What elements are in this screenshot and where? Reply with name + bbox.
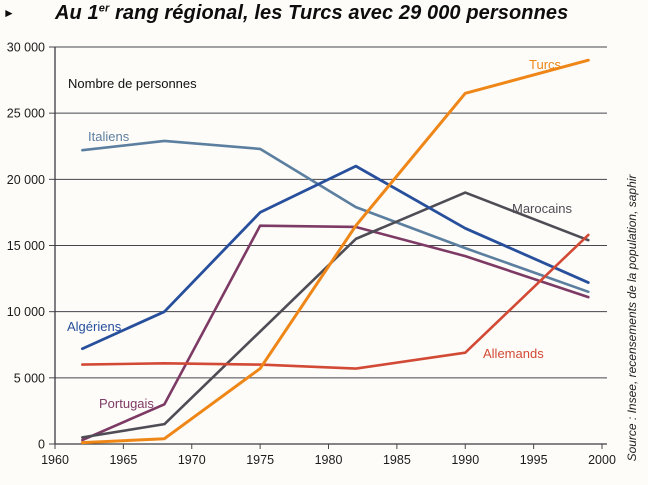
series-label-allemands: Allemands: [483, 346, 544, 361]
y-tick-label: 5 000: [14, 371, 45, 385]
series-line-algeriens: [80, 164, 590, 351]
x-tick-label: 1980: [315, 453, 343, 467]
series-label-algeriens: Algériens: [67, 319, 122, 334]
series-line-allemands: [81, 233, 590, 370]
series-line-marocains: [81, 191, 590, 439]
x-tick-label: 1960: [41, 453, 69, 467]
x-tick-label: 1990: [451, 453, 479, 467]
bullet-arrow-icon: ►: [3, 6, 15, 20]
y-tick-label: 30 000: [7, 41, 45, 55]
y-tick-label: 0: [38, 438, 45, 452]
x-tick-label: 1965: [109, 453, 137, 467]
source-note: Source : Insee, recensements de la popul…: [625, 174, 639, 462]
y-tick-label: 15 000: [7, 239, 45, 253]
series-label-italiens: Italiens: [88, 129, 130, 144]
series-line-portugais: [81, 224, 590, 442]
series-label-turcs: Turcs: [529, 57, 562, 72]
yaxis-unit-label: Nombre de personnes: [68, 76, 197, 91]
series-label-marocains: Marocains: [512, 201, 572, 216]
title-superscript: er: [98, 2, 110, 15]
y-tick-label: 25 000: [7, 107, 45, 121]
series-label-portugais: Portugais: [99, 396, 154, 411]
y-tick-label: 20 000: [7, 173, 45, 187]
y-tick-label: 10 000: [7, 305, 45, 319]
x-tick-label: 1970: [178, 453, 206, 467]
x-tick-label: 1975: [246, 453, 274, 467]
series-line-turcs: [80, 58, 590, 445]
x-tick-label: 2000: [588, 453, 616, 467]
series-line-italiens: [81, 139, 590, 294]
page-title: Au 1er rang régional, les Turcs avec 29 …: [55, 1, 568, 25]
x-tick-label: 1995: [520, 453, 548, 467]
x-tick-label: 1985: [383, 453, 411, 467]
title-text: Au 1: [55, 2, 99, 24]
title-text-rest: rang régional, les Turcs avec 29 000 per…: [109, 2, 569, 24]
